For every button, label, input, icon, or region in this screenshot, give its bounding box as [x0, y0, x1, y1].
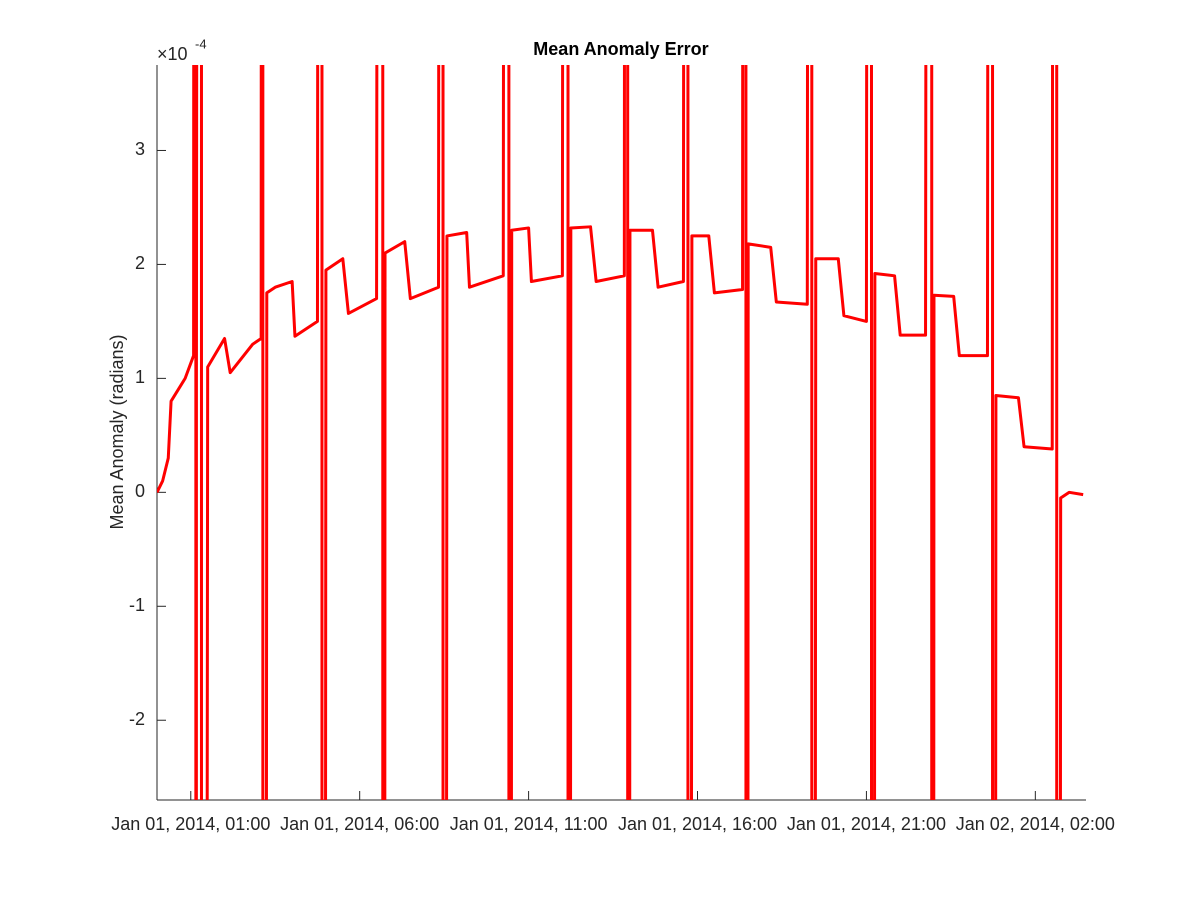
x-tick-label: Jan 02, 2014, 02:00 [956, 814, 1115, 834]
y-multiplier-exponent: -4 [195, 36, 207, 51]
y-multiplier: ×10 [157, 44, 188, 64]
x-tick-label: Jan 01, 2014, 06:00 [280, 814, 439, 834]
x-tick-label: Jan 01, 2014, 16:00 [618, 814, 777, 834]
x-tick-label: Jan 01, 2014, 11:00 [450, 814, 608, 834]
y-tick-label: -1 [129, 595, 145, 615]
x-tick-label: Jan 01, 2014, 01:00 [111, 814, 270, 834]
y-tick-label: -2 [129, 709, 145, 729]
x-tick-label: Jan 01, 2014, 21:00 [787, 814, 946, 834]
y-axis-label: Mean Anomaly (radians) [107, 334, 127, 529]
y-tick-label: 1 [135, 367, 145, 387]
y-tick-label: 0 [135, 481, 145, 501]
y-tick-label: 2 [135, 253, 145, 273]
data-line [157, 65, 1084, 800]
chart-title: Mean Anomaly Error [533, 39, 708, 59]
y-tick-label: 3 [135, 139, 145, 159]
